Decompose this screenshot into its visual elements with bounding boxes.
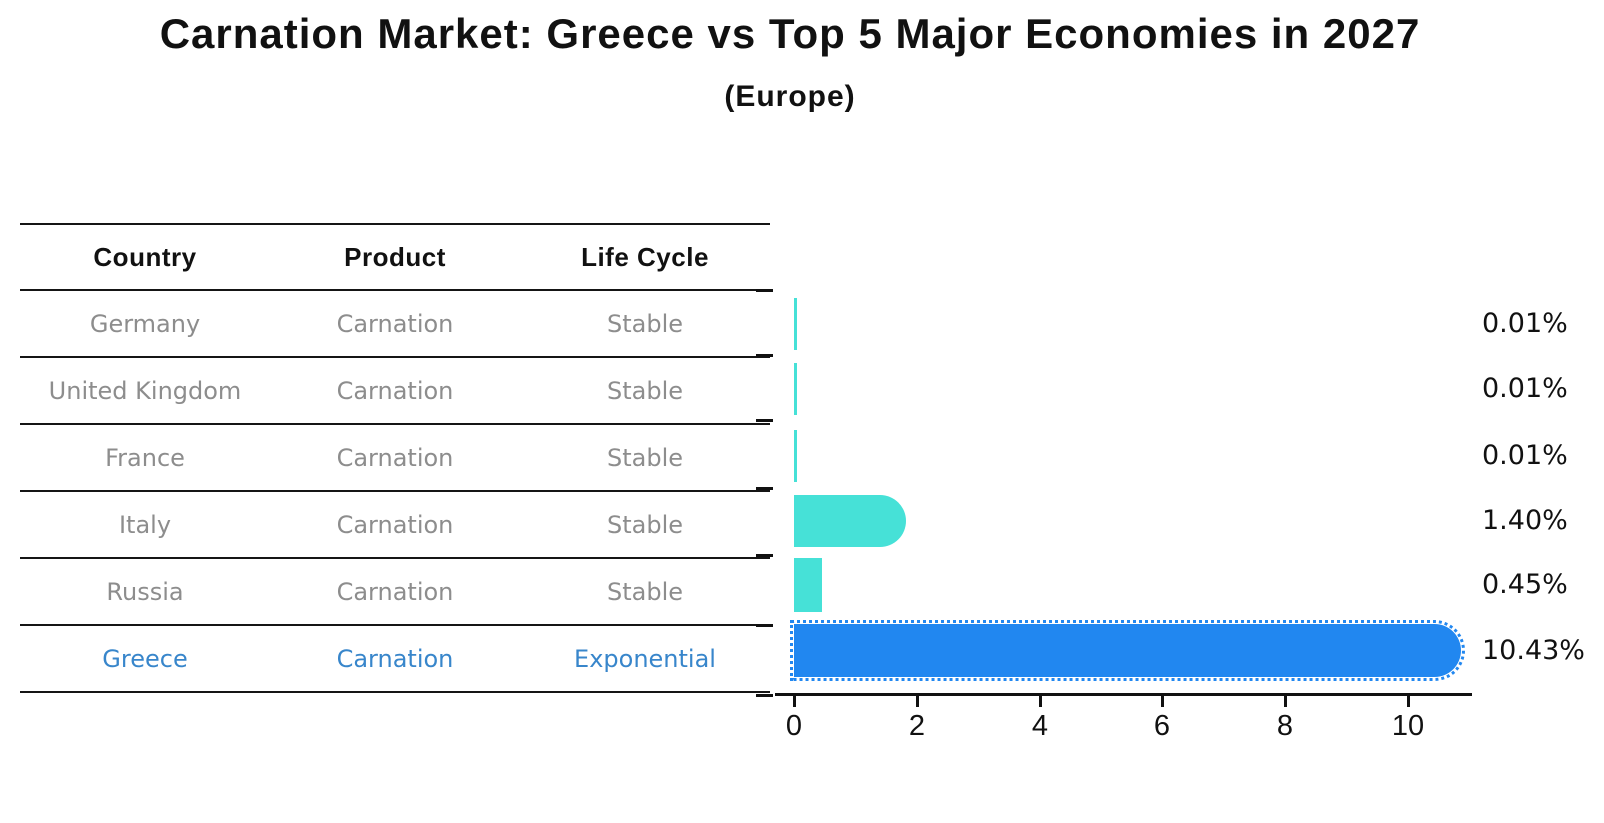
x-tick-0 bbox=[793, 694, 796, 707]
bar-france bbox=[794, 430, 797, 482]
country-table: Country Product Life Cycle Germany Carna… bbox=[20, 223, 770, 693]
col-header-life-cycle: Life Cycle bbox=[581, 241, 709, 272]
y-tick-6 bbox=[756, 694, 773, 697]
product-cell: Carnation bbox=[336, 309, 454, 338]
value-label-france: 0.01% bbox=[1482, 440, 1568, 471]
value-label-germany: 0.01% bbox=[1482, 308, 1568, 339]
y-tick-0 bbox=[756, 289, 773, 292]
x-tick-label-4: 4 bbox=[1031, 710, 1049, 742]
table-row-russia: Russia Carnation Stable bbox=[20, 557, 770, 624]
y-tick-1 bbox=[756, 354, 773, 357]
life-cycle-cell: Stable bbox=[606, 376, 684, 405]
table-row-greece: Greece Carnation Exponential bbox=[20, 624, 770, 693]
x-axis-line bbox=[775, 693, 1472, 696]
y-tick-5 bbox=[756, 624, 773, 627]
product-cell: Carnation bbox=[336, 510, 454, 539]
y-tick-2 bbox=[756, 419, 773, 422]
x-tick-label-6: 6 bbox=[1153, 710, 1171, 742]
table-row-france: France Carnation Stable bbox=[20, 423, 770, 490]
x-tick-6 bbox=[1161, 694, 1164, 707]
table-row-italy: Italy Carnation Stable bbox=[20, 490, 770, 557]
life-cycle-cell: Exponential bbox=[574, 644, 716, 673]
bar-italy bbox=[794, 495, 906, 547]
bar-greece bbox=[790, 620, 1465, 681]
table-row-germany: Germany Carnation Stable bbox=[20, 289, 770, 356]
country-cell: France bbox=[105, 443, 185, 472]
product-cell: Carnation bbox=[336, 376, 454, 405]
product-cell: Carnation bbox=[336, 644, 454, 673]
x-tick-label-2: 2 bbox=[908, 710, 926, 742]
y-tick-3 bbox=[756, 487, 773, 490]
x-tick-8 bbox=[1284, 694, 1287, 707]
life-cycle-cell: Stable bbox=[606, 510, 684, 539]
chart-subtitle: (Europe) bbox=[724, 80, 856, 113]
bar-germany bbox=[794, 298, 797, 350]
country-cell: Greece bbox=[102, 644, 188, 673]
bar-russia bbox=[794, 558, 822, 612]
life-cycle-cell: Stable bbox=[606, 309, 684, 338]
col-header-country: Country bbox=[93, 241, 197, 272]
x-tick-label-0: 0 bbox=[785, 710, 803, 742]
table-row-united-kingdom: United Kingdom Carnation Stable bbox=[20, 356, 770, 423]
country-cell: Germany bbox=[89, 309, 201, 338]
x-tick-label-8: 8 bbox=[1276, 710, 1294, 742]
table-header-row: Country Product Life Cycle bbox=[20, 223, 770, 289]
x-tick-10 bbox=[1407, 694, 1410, 707]
product-cell: Carnation bbox=[336, 577, 454, 606]
country-cell: Russia bbox=[106, 577, 184, 606]
life-cycle-cell: Stable bbox=[606, 443, 684, 472]
bar-united-kingdom bbox=[794, 363, 797, 415]
value-label-russia: 0.45% bbox=[1482, 569, 1568, 600]
chart-title: Carnation Market: Greece vs Top 5 Major … bbox=[159, 10, 1421, 57]
value-label-united-kingdom: 0.01% bbox=[1482, 373, 1568, 404]
x-tick-label-10: 10 bbox=[1391, 710, 1425, 742]
x-tick-2 bbox=[916, 694, 919, 707]
y-tick-4 bbox=[756, 554, 773, 557]
col-header-product: Product bbox=[344, 241, 446, 272]
country-cell: United Kingdom bbox=[48, 376, 242, 405]
product-cell: Carnation bbox=[336, 443, 454, 472]
x-tick-4 bbox=[1039, 694, 1042, 707]
value-label-italy: 1.40% bbox=[1482, 505, 1568, 536]
value-label-greece: 10.43% bbox=[1482, 634, 1585, 666]
life-cycle-cell: Stable bbox=[606, 577, 684, 606]
country-cell: Italy bbox=[118, 510, 172, 539]
